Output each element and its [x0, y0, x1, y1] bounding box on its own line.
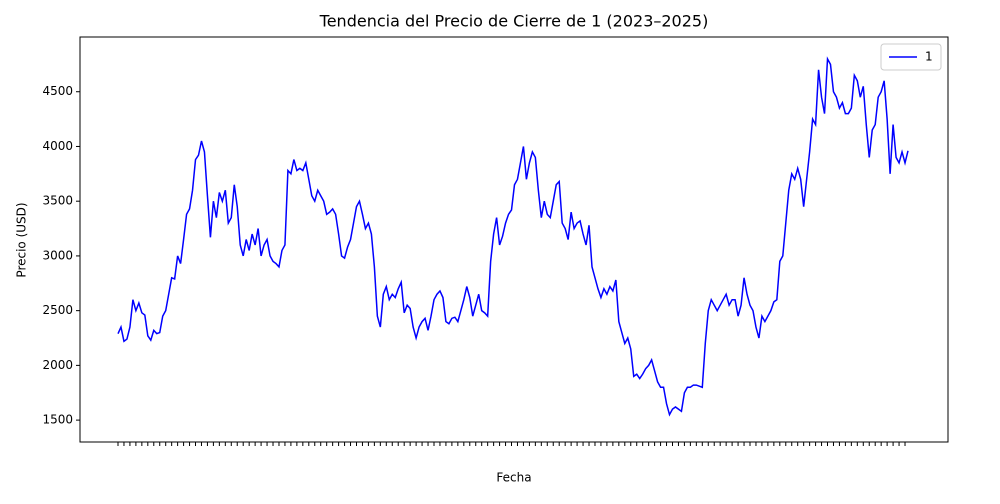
y-tick-label: 3000 — [42, 248, 73, 262]
y-tick-label: 4500 — [42, 84, 73, 98]
x-axis-label: Fecha — [496, 471, 531, 485]
y-tick-label: 2500 — [42, 303, 73, 317]
y-tick-label: 3500 — [42, 194, 73, 208]
legend-label: 1 — [925, 50, 933, 64]
price-line — [117, 56, 909, 417]
y-axis-label: Precio (USD) — [15, 202, 29, 277]
chart-title: Tendencia del Precio de Cierre de 1 (202… — [319, 12, 709, 31]
y-tick-label: 1500 — [42, 413, 73, 427]
y-tick-label: 2000 — [42, 358, 73, 372]
y-tick-label: 4000 — [42, 139, 73, 153]
plot-frame — [79, 36, 949, 443]
